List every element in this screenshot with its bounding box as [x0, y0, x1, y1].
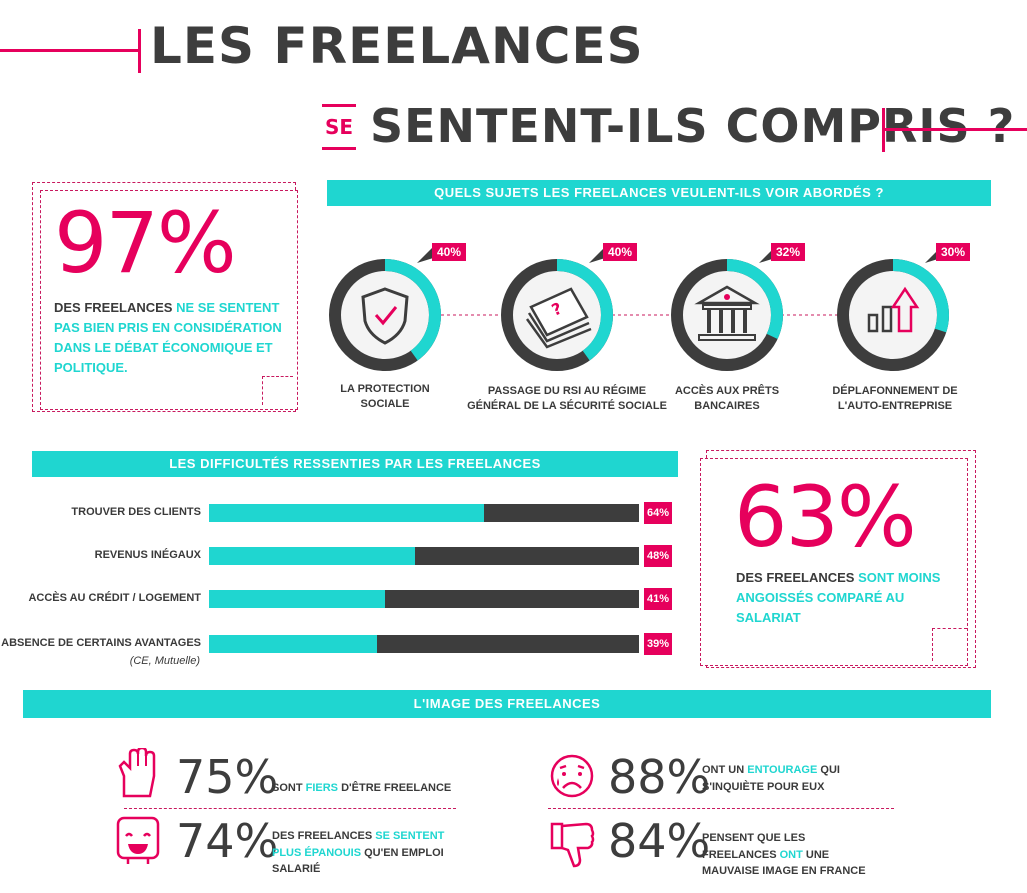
stat-97-text: DES FREELANCES NE SE SENTENT PAS BIEN PR… — [54, 298, 286, 379]
bar-fill — [209, 504, 485, 522]
topic-label-line: GÉNÉRAL DE LA SÉCURITÉ SOCIALE — [467, 400, 667, 413]
image-stat-text-part: UNE MAUVAISE IMAGE EN FRANCE — [702, 848, 866, 878]
bar-fill — [209, 635, 377, 653]
fist-icon — [118, 748, 156, 798]
difficulties-note: (CE, Mutuelle) — [129, 655, 200, 667]
happy-face-icon — [116, 816, 160, 864]
ring-value-arc — [501, 259, 613, 371]
page-title-line1: LES FREELANCES — [150, 17, 644, 75]
stat-97-value: 97% — [54, 194, 237, 292]
documents-icon: ? — [525, 287, 592, 349]
topic-label: DÉPLAFONNEMENT DE L'AUTO-ENTREPRISE — [822, 384, 968, 415]
topic-pct-badge: 40% — [603, 243, 638, 261]
ring-value-arc — [671, 259, 783, 371]
header-rule-left — [0, 49, 138, 52]
bar-category-label: ABSENCE DE CERTAINS AVANTAGES — [1, 637, 201, 649]
stat-63-text-teal: SONT MOINS ANGOISSÉS COMPARÉ AU SALARIAT — [736, 570, 941, 626]
stat-card-97: 97% DES FREELANCES NE SE SENTENT PAS BIE… — [32, 182, 298, 412]
bank-icon — [694, 285, 760, 341]
topic-pct-badge: 30% — [936, 243, 971, 261]
ring-value-arc — [837, 259, 949, 371]
bar-value-label: 48% — [644, 545, 672, 567]
card-dog-ear — [932, 628, 967, 661]
topic-label: LA PROTECTION SOCIALE — [325, 382, 445, 413]
bar-value-label: 39% — [644, 633, 672, 655]
image-stat-text-part: DES FREELANCES — [272, 830, 376, 842]
bar-fill — [209, 590, 386, 608]
bar-category-label: ACCÈS AU CRÉDIT / LOGEMENT — [28, 592, 201, 604]
image-stat-text-highlight: FIERS — [305, 782, 339, 794]
growth-chart-icon — [867, 286, 920, 333]
bar-track — [209, 590, 639, 608]
image-stat-text-part: ONT UN — [702, 764, 748, 776]
header-rule-right-cap — [882, 108, 885, 152]
card-front-sheet — [40, 190, 298, 410]
image-banner: L'IMAGE DES FREELANCES — [23, 690, 991, 718]
bar-category-label: TROUVER DES CLIENTS — [71, 506, 201, 518]
bar-track — [209, 547, 639, 565]
title-se-text: SE — [324, 115, 354, 139]
image-stat-pct: 88% — [608, 750, 711, 804]
topic-label-line: BANCAIRES — [694, 400, 760, 413]
stat-63-text-dark: DES FREELANCES — [736, 570, 855, 585]
divider — [124, 808, 456, 809]
topic-label-line: LA PROTECTION — [340, 383, 430, 395]
stat-card-63: 63% DES FREELANCES SONT MOINS ANGOISSÉS … — [700, 450, 976, 668]
topic-label-line: ACCÈS AUX PRÊTS — [674, 385, 780, 397]
card-dog-ear — [262, 376, 293, 405]
topic-label: PASSAGE DU RSI AU RÉGIME GÉNÉRAL DE LA S… — [462, 384, 672, 415]
shield-check-icon — [361, 287, 409, 345]
stat-97-text-teal: NE SE SENTENT PAS BIEN PRIS EN CONSIDÉRA… — [54, 300, 282, 376]
bar-value-label: 64% — [644, 502, 672, 524]
image-stat-text-part: D'ÊTRE FREELANCE — [338, 782, 452, 794]
ring-value-arc — [329, 259, 441, 371]
header-rule-left-cap — [138, 29, 141, 73]
topic-label-line: SOCIALE — [360, 398, 410, 411]
thumbs-down-icon — [550, 822, 595, 868]
divider — [548, 808, 894, 809]
topic-label-line: DÉPLAFONNEMENT DE — [832, 385, 958, 397]
header-rule-right — [885, 128, 1027, 131]
image-stat-text-part: QUI S'INQUIÈTE POUR EUX — [702, 764, 840, 793]
card-front-sheet — [700, 458, 968, 666]
stat-63-text: DES FREELANCES SONT MOINS ANGOISSÉS COMP… — [736, 568, 946, 628]
image-stat-text-highlight: ENTOURAGE — [747, 764, 818, 776]
image-stat-pct: 75% — [176, 750, 279, 804]
rings-layer — [329, 247, 951, 371]
topics-banner: QUELS SUJETS LES FREELANCES VEULENT-ILS … — [327, 180, 991, 206]
worried-face-icon — [550, 754, 594, 798]
bar-fill — [209, 547, 416, 565]
topic-label-line: L'AUTO-ENTREPRISE — [837, 400, 953, 413]
image-stat-text-part: PENSENT QUE LES FREELANCES — [702, 832, 806, 861]
image-stat-text-highlight: ONT — [779, 848, 803, 861]
stat-97-text-dark: DES FREELANCES — [54, 300, 173, 315]
image-stat-text-part: QU'EN EMPLOI SALARIÉ — [272, 846, 444, 876]
image-stat-text-highlight: SE SENTENT PLUS ÉPANOUIS — [272, 830, 445, 859]
image-stat-text: SONT FIERS D'ÊTRE FREELANCE — [272, 780, 452, 797]
difficulties-banner: LES DIFFICULTÉS RESSENTIES PAR LES FREEL… — [32, 451, 678, 477]
bar-track — [209, 504, 639, 522]
page-title-line2: SENTENT-ILS COMPRIS ? — [370, 99, 1016, 153]
stat-63-value: 63% — [734, 468, 917, 566]
topic-pct-badge: 40% — [432, 243, 467, 261]
image-stat-text: DES FREELANCES SE SENTENT PLUS ÉPANOUIS … — [272, 828, 452, 878]
image-stat-text-part: SONT — [272, 782, 306, 794]
image-stat-text: PENSENT QUE LES FREELANCES ONT UNE MAUVA… — [702, 830, 882, 880]
title-se-prefix: SE — [322, 104, 356, 150]
image-stat-pct: 74% — [176, 814, 279, 868]
bar-category-label: REVENUS INÉGAUX — [94, 549, 201, 561]
topic-pct-badge: 32% — [771, 243, 806, 261]
topic-label-line: PASSAGE DU RSI AU RÉGIME — [487, 385, 647, 397]
image-stat-text: ONT UN ENTOURAGE QUI S'INQUIÈTE POUR EUX — [702, 762, 852, 795]
bar-value-label: 41% — [644, 588, 672, 610]
bar-track — [209, 635, 639, 653]
image-stat-pct: 84% — [608, 814, 711, 868]
topic-label: ACCÈS AUX PRÊTS BANCAIRES — [667, 384, 787, 415]
